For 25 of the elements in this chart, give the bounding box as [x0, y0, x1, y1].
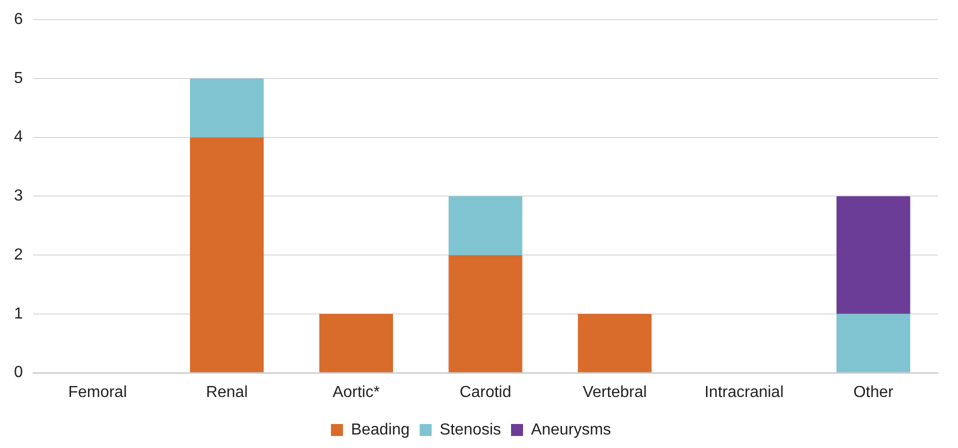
y-tick-label: 5 [14, 70, 23, 87]
x-tick-label: Aortic* [332, 384, 380, 401]
x-tick-label: Intracranial [704, 384, 784, 401]
y-tick-label: 4 [14, 128, 23, 146]
legend-label: Stenosis [440, 421, 502, 438]
bar [190, 137, 264, 372]
bar [836, 196, 910, 314]
y-tick-label: 1 [14, 305, 23, 322]
bar [836, 314, 910, 372]
legend-label: Beading [350, 421, 410, 438]
y-tick-label: 2 [14, 246, 23, 264]
bar [190, 78, 264, 138]
bar [448, 255, 522, 372]
x-tick-label: Vertebral [582, 384, 647, 401]
x-tick-label: Other [853, 384, 894, 401]
y-tick-label: 0 [14, 364, 23, 382]
bar [448, 196, 522, 256]
x-tick-label: Femoral [68, 384, 127, 401]
y-tick-label: 6 [14, 11, 23, 28]
x-tick-label: Carotid [460, 384, 512, 401]
legend-label: Aneurysms [531, 421, 612, 438]
y-tick-label: 3 [14, 188, 23, 205]
x-tick-label: Renal [206, 384, 248, 401]
bar [578, 314, 652, 372]
bar [319, 314, 393, 372]
